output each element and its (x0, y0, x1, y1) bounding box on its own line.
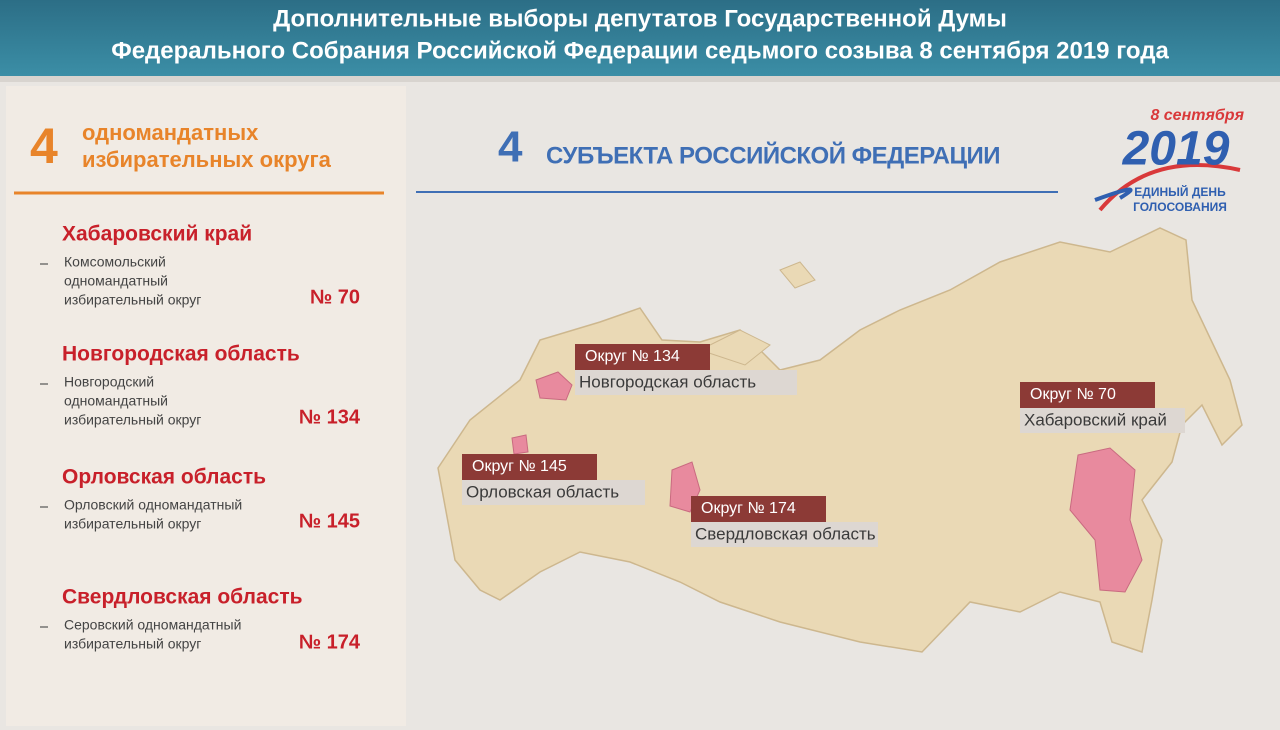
region-khabarovsk (1069, 447, 1143, 593)
map-region: Новгородская область (579, 372, 756, 391)
map-district: Округ № 174 (701, 500, 796, 517)
label-district-box (575, 344, 710, 370)
label-region-box (462, 480, 645, 505)
left-label: одномандатных (82, 120, 259, 145)
district-number: № 134 (299, 406, 361, 428)
logo-date: 8 сентября (1150, 107, 1244, 124)
region-novgorod (535, 371, 573, 401)
map-count: 4 (498, 123, 523, 172)
header-title: Дополнительные выборы депутатов Государс… (273, 5, 1007, 32)
label-district-box (691, 496, 826, 522)
district-description: одномандатный (64, 273, 168, 289)
region-orel (511, 434, 529, 455)
map-region: Свердловская область (695, 524, 876, 543)
logo-caption: ГОЛОСОВАНИЯ (1133, 200, 1227, 214)
header-band (0, 0, 1280, 76)
district-description: Новгородский (64, 374, 154, 390)
district-number: № 174 (299, 631, 361, 653)
district-region: Новгородская область (62, 343, 300, 366)
map-label: СУБЪЕКТА РОССИЙСКОЙ ФЕДЕРАЦИИ (546, 141, 1000, 169)
district-number: № 70 (310, 286, 360, 308)
map-district: Округ № 145 (472, 458, 567, 475)
district-description: Комсомольский (64, 254, 166, 270)
map-district: Округ № 134 (585, 348, 680, 365)
district-region: Хабаровский край (62, 223, 252, 246)
district-description: избирательный округ (64, 292, 201, 308)
logo-flag-red (1098, 163, 1241, 212)
left-count: 4 (30, 118, 58, 174)
district-description: избирательный округ (64, 412, 201, 428)
header-shadow (0, 76, 1280, 82)
logo-caption: ЕДИНЫЙ ДЕНЬ (1134, 184, 1226, 199)
logo-flag-blue (1094, 187, 1133, 202)
district-description: избирательный округ (64, 516, 201, 532)
district-description: Серовский одномандатный (64, 617, 241, 633)
header-title: Федерального Собрания Российской Федерац… (111, 37, 1169, 64)
islands (698, 261, 816, 366)
district-description: избирательный округ (64, 636, 201, 652)
label-region-box (575, 370, 797, 395)
map-region: Хабаровский край (1024, 410, 1167, 429)
logo-year: 2019 (1122, 123, 1230, 176)
map-region: Орловская область (466, 482, 619, 501)
russia-map (437, 227, 1243, 653)
district-description: Орловский одномандатный (64, 497, 242, 513)
map-district: Округ № 70 (1030, 386, 1116, 403)
label-district-box (1020, 382, 1155, 408)
label-district-box (462, 454, 597, 480)
label-region-box (691, 522, 878, 547)
district-region: Орловская область (62, 466, 266, 489)
label-region-box (1020, 408, 1185, 433)
left-label: избирательных округа (82, 147, 332, 172)
district-number: № 145 (299, 510, 360, 532)
district-region: Свердловская область (62, 586, 303, 609)
district-description: одномандатный (64, 393, 168, 409)
